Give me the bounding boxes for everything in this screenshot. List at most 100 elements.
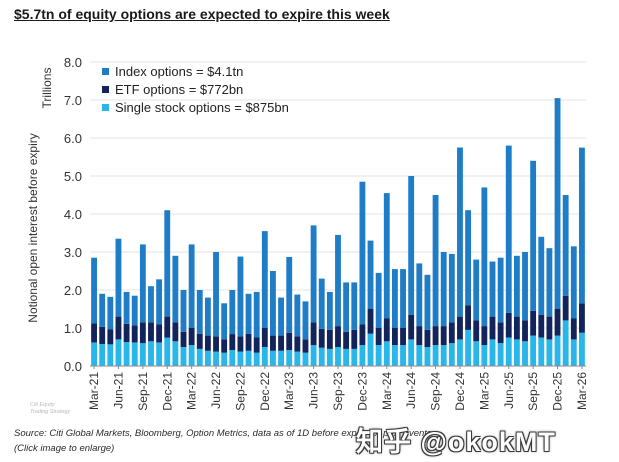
y-tick-label: 2.0 (64, 283, 82, 298)
y-axis-label: Notional open interest before expiry (26, 133, 40, 322)
bar-segment-single-stock-options (570, 339, 577, 366)
stacked-bar-chart: 0.0 1.0 2.0 3.0 4.0 5.0 6.0 7.0 8.0 Mar-21 Jun-21… (26, 55, 589, 411)
bar-segment-index-options (448, 253, 455, 323)
bar-segment-single-stock-options (123, 342, 130, 366)
bar-segment-single-stock-options (432, 345, 439, 366)
bar-segment-etf-options (196, 333, 203, 349)
bar-segment-index-options (367, 240, 374, 309)
bar-segment-single-stock-options (579, 332, 585, 366)
bar-segment-etf-options (237, 336, 244, 352)
bar-segment-index-options (489, 261, 496, 317)
bar-segment-single-stock-options (489, 339, 496, 366)
bar-segment-single-stock-options (505, 337, 512, 366)
bar-segment-index-options (505, 145, 512, 313)
bar-segment-index-options (351, 282, 358, 330)
x-tick-label: Mar-24 (380, 372, 394, 410)
bar-segment-etf-options (213, 336, 219, 352)
bar-segment-index-options (530, 160, 537, 311)
bar-segment-index-options (99, 293, 106, 327)
bar-segment-etf-options (115, 316, 122, 340)
bar-segment-etf-options (505, 312, 512, 338)
bar-segment-etf-options (562, 295, 569, 321)
bar-segment-etf-options (221, 339, 228, 353)
bar-segment-etf-options (448, 322, 455, 344)
bar-segment-index-options (359, 181, 366, 325)
bar-segment-etf-options (335, 326, 341, 347)
bar-segment-index-options (318, 278, 325, 329)
bar-segment-etf-options (383, 318, 390, 342)
bar-segment-single-stock-options (554, 335, 561, 366)
bar-segment-etf-options (139, 322, 146, 344)
bar-segment-etf-options (554, 309, 561, 336)
bar-segment-etf-options (457, 316, 463, 340)
bar-segment-single-stock-options (148, 341, 154, 366)
bar-segment-single-stock-options (237, 351, 244, 366)
bar-segment-etf-options (424, 329, 431, 347)
bar-segment-single-stock-options (424, 347, 431, 366)
faint-mark-line-2: Trading Strategy (30, 409, 71, 415)
bar-segment-etf-options (229, 334, 236, 351)
y-axis-unit: Trillions (40, 68, 54, 109)
bar-segment-single-stock-options (375, 345, 382, 366)
x-tick-label: Dec-24 (453, 372, 467, 411)
watermark: 知乎 @okokMT (356, 427, 556, 457)
legend-label: ETF options = $772bn (115, 82, 243, 97)
bar-segment-etf-options (123, 323, 130, 343)
bar-segment-index-options (326, 291, 333, 330)
legend-label: Index options = $4.1tn (115, 64, 243, 79)
bar-segment-index-options (204, 297, 211, 336)
bar-segment-single-stock-options (107, 344, 114, 366)
x-tick-label: Mar-23 (282, 372, 296, 410)
bar-segment-etf-options (391, 328, 398, 346)
bar-segment-single-stock-options (229, 350, 236, 366)
legend-swatch (102, 86, 109, 93)
bar-segment-index-options (416, 263, 423, 327)
x-tick-label: Jun-22 (209, 372, 223, 409)
bar-segment-index-options (497, 257, 504, 323)
bar-segment-etf-options (481, 326, 488, 346)
bar-segment-single-stock-options (286, 350, 293, 366)
bar-segment-etf-options (294, 336, 301, 352)
bars (91, 98, 585, 366)
bar-segment-etf-options (318, 328, 325, 348)
y-tick-label: 6.0 (64, 131, 82, 146)
bar-segment-single-stock-options (180, 347, 187, 366)
bar-segment-single-stock-options (294, 351, 301, 366)
bar-segment-etf-options (310, 322, 317, 346)
enlarge-link[interactable]: (Click image to enlarge) (14, 443, 115, 454)
bar-segment-single-stock-options (416, 345, 423, 366)
x-tick-label: Jun-23 (307, 372, 321, 409)
bar-segment-etf-options (432, 326, 439, 346)
bar-segment-index-options (270, 271, 276, 336)
bar-segment-etf-options (367, 309, 374, 334)
bar-segment-single-stock-options (172, 341, 179, 366)
x-tick-label: Dec-25 (551, 372, 565, 411)
bar-segment-etf-options (188, 328, 195, 346)
bar-segment-etf-options (99, 326, 106, 344)
bar-segment-etf-options (473, 320, 480, 342)
bar-segment-etf-options (530, 310, 537, 336)
bar-segment-etf-options (245, 333, 252, 351)
bar-segment-single-stock-options (448, 343, 455, 366)
bar-segment-index-options (457, 147, 463, 317)
x-tick-label: Sep-22 (233, 372, 247, 411)
y-tick-label: 0.0 (64, 359, 82, 374)
bar-segment-etf-options (579, 303, 585, 333)
bar-segment-etf-options (465, 305, 472, 330)
bar-segment-index-options (554, 98, 561, 309)
bar-segment-etf-options (570, 318, 577, 340)
bar-segment-index-options (310, 225, 317, 323)
bar-segment-index-options (579, 147, 585, 304)
bar-segment-index-options (123, 291, 130, 324)
bar-segment-single-stock-options (99, 343, 106, 366)
bar-segment-single-stock-options (310, 345, 317, 366)
bar-segment-etf-options (148, 322, 154, 342)
bar-segment-index-options (335, 234, 341, 327)
bar-segment-etf-options (253, 337, 260, 353)
bar-segment-etf-options (131, 325, 138, 343)
bar-segment-etf-options (172, 322, 179, 342)
bar-segment-single-stock-options (473, 341, 480, 366)
bar-segment-index-options (221, 303, 228, 340)
bar-segment-index-options (473, 259, 480, 321)
bar-segment-index-options (408, 176, 415, 315)
